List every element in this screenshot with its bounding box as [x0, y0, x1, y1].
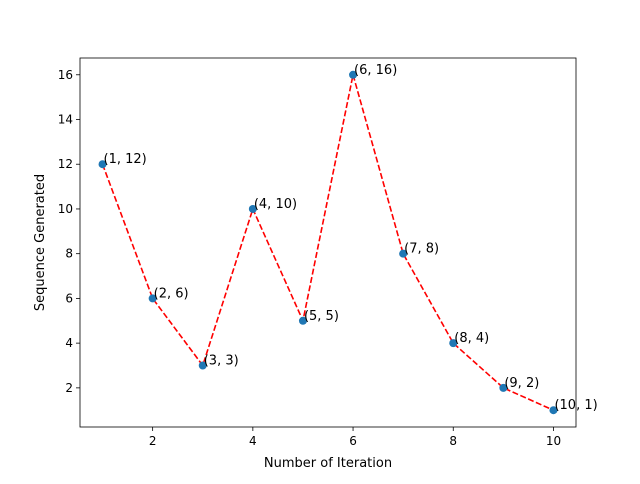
- data-point: [499, 383, 508, 392]
- y-tick-label: 12: [58, 157, 73, 171]
- plot-frame: [79, 57, 577, 428]
- x-axis-label: Number of Iteration: [264, 456, 392, 471]
- data-point: [399, 249, 408, 258]
- data-label: (6, 16): [354, 63, 397, 78]
- data-point: [148, 294, 157, 303]
- data-point: [98, 160, 107, 169]
- data-label: (2, 6): [154, 286, 189, 301]
- data-point: [449, 339, 458, 348]
- data-label: (9, 2): [504, 376, 539, 391]
- y-tick-label: 4: [65, 336, 73, 350]
- y-tick-label: 10: [58, 202, 73, 216]
- data-point: [198, 361, 207, 370]
- data-label: (8, 4): [454, 331, 489, 346]
- y-tick-label: 2: [65, 381, 73, 395]
- series-line: [101, 74, 554, 411]
- data-point: [248, 204, 257, 213]
- x-tick-label: 2: [149, 434, 157, 448]
- y-tick-label: 6: [65, 291, 73, 305]
- x-tick-label: 8: [449, 434, 457, 448]
- y-tick-label: 14: [58, 113, 73, 127]
- x-tick-label: 4: [249, 434, 257, 448]
- x-tick-label: 10: [546, 434, 561, 448]
- data-point: [349, 70, 358, 79]
- x-tick-label: 6: [349, 434, 357, 448]
- y-tick-label: 16: [58, 68, 73, 82]
- data-label: (3, 3): [204, 354, 239, 369]
- data-label: (5, 5): [304, 309, 339, 324]
- y-axis-label: Sequence Generated: [33, 174, 48, 311]
- data-label: (1, 12): [104, 152, 147, 167]
- data-label: (4, 10): [254, 197, 297, 212]
- data-point: [549, 406, 558, 415]
- data-label: (7, 8): [404, 242, 439, 257]
- data-point: [298, 316, 307, 325]
- y-tick-label: 8: [65, 247, 73, 261]
